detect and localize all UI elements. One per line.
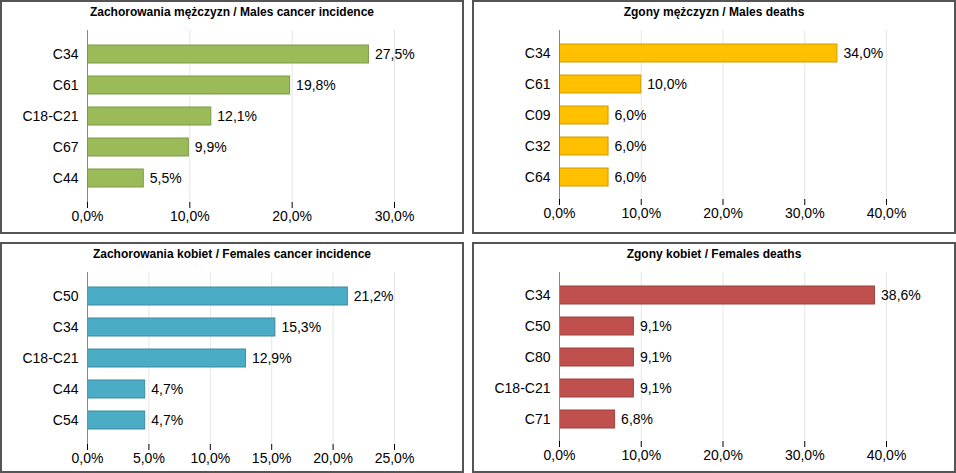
svg-text:15,0%: 15,0% bbox=[252, 450, 292, 466]
svg-text:5,0%: 5,0% bbox=[133, 450, 165, 466]
svg-text:C34: C34 bbox=[53, 46, 79, 62]
svg-text:10,0%: 10,0% bbox=[647, 76, 687, 92]
svg-text:38,6%: 38,6% bbox=[881, 287, 921, 303]
svg-text:C34: C34 bbox=[53, 319, 79, 335]
svg-text:30,0%: 30,0% bbox=[785, 447, 825, 463]
svg-text:10,0%: 10,0% bbox=[170, 208, 210, 224]
svg-text:C61: C61 bbox=[53, 77, 79, 93]
svg-text:9,1%: 9,1% bbox=[640, 349, 672, 365]
svg-text:12,1%: 12,1% bbox=[217, 108, 257, 124]
svg-text:6,0%: 6,0% bbox=[615, 107, 647, 123]
svg-text:20,0%: 20,0% bbox=[272, 208, 312, 224]
svg-text:C18-C21: C18-C21 bbox=[494, 380, 550, 396]
svg-text:21,2%: 21,2% bbox=[354, 288, 394, 304]
svg-text:40,0%: 40,0% bbox=[867, 205, 907, 221]
html-text:Zachorowania mężczyzn / Males: Zachorowania mężczyzn / Males cancer inc… bbox=[89, 5, 374, 19]
svg-text:4,7%: 4,7% bbox=[151, 412, 183, 428]
svg-text:6,0%: 6,0% bbox=[615, 138, 647, 154]
svg-text:C50: C50 bbox=[53, 288, 79, 304]
svg-text:C50: C50 bbox=[525, 318, 551, 334]
svg-text:C34: C34 bbox=[525, 45, 551, 61]
html-text:Zachorowania kobiet / Females: Zachorowania kobiet / Females cancer inc… bbox=[92, 247, 371, 261]
svg-text:C80: C80 bbox=[525, 349, 551, 365]
html-text:Zgony mężczyzn / Males deaths: Zgony mężczyzn / Males deaths bbox=[623, 5, 805, 19]
svg-text:10,0%: 10,0% bbox=[621, 447, 661, 463]
svg-text:C09: C09 bbox=[525, 107, 551, 123]
svg-text:C64: C64 bbox=[525, 169, 551, 185]
svg-text:27,5%: 27,5% bbox=[375, 46, 415, 62]
svg-text:0,0%: 0,0% bbox=[544, 447, 576, 463]
svg-text:30,0%: 30,0% bbox=[375, 208, 415, 224]
svg-text:20,0%: 20,0% bbox=[313, 450, 353, 466]
svg-text:C67: C67 bbox=[53, 139, 79, 155]
svg-text:C32: C32 bbox=[525, 138, 551, 154]
svg-text:25,0%: 25,0% bbox=[375, 450, 415, 466]
svg-text:C18-C21: C18-C21 bbox=[22, 108, 78, 124]
svg-text:20,0%: 20,0% bbox=[703, 205, 743, 221]
svg-text:0,0%: 0,0% bbox=[72, 208, 104, 224]
svg-text:34,0%: 34,0% bbox=[843, 45, 883, 61]
svg-text:40,0%: 40,0% bbox=[867, 447, 907, 463]
svg-text:30,0%: 30,0% bbox=[785, 205, 825, 221]
svg-text:12,9%: 12,9% bbox=[252, 350, 292, 366]
svg-text:10,0%: 10,0% bbox=[621, 205, 661, 221]
svg-text:5,5%: 5,5% bbox=[150, 170, 182, 186]
svg-text:C71: C71 bbox=[525, 411, 551, 427]
svg-text:9,9%: 9,9% bbox=[195, 139, 227, 155]
svg-text:0,0%: 0,0% bbox=[72, 450, 104, 466]
svg-text:0,0%: 0,0% bbox=[544, 205, 576, 221]
svg-text:C44: C44 bbox=[53, 170, 79, 186]
svg-text:10,0%: 10,0% bbox=[190, 450, 230, 466]
svg-text:15,3%: 15,3% bbox=[281, 319, 321, 335]
svg-text:C61: C61 bbox=[525, 76, 551, 92]
svg-text:6,0%: 6,0% bbox=[615, 169, 647, 185]
svg-text:9,1%: 9,1% bbox=[640, 318, 672, 334]
svg-text:20,0%: 20,0% bbox=[703, 447, 743, 463]
svg-text:4,7%: 4,7% bbox=[151, 381, 183, 397]
html-text:Zgony kobiet / Females deaths: Zgony kobiet / Females deaths bbox=[626, 247, 802, 261]
svg-text:C44: C44 bbox=[53, 381, 79, 397]
svg-text:6,8%: 6,8% bbox=[621, 411, 653, 427]
svg-text:C18-C21: C18-C21 bbox=[22, 350, 78, 366]
svg-text:C34: C34 bbox=[525, 287, 551, 303]
svg-text:19,8%: 19,8% bbox=[296, 77, 336, 93]
svg-text:9,1%: 9,1% bbox=[640, 380, 672, 396]
svg-text:C54: C54 bbox=[53, 412, 79, 428]
